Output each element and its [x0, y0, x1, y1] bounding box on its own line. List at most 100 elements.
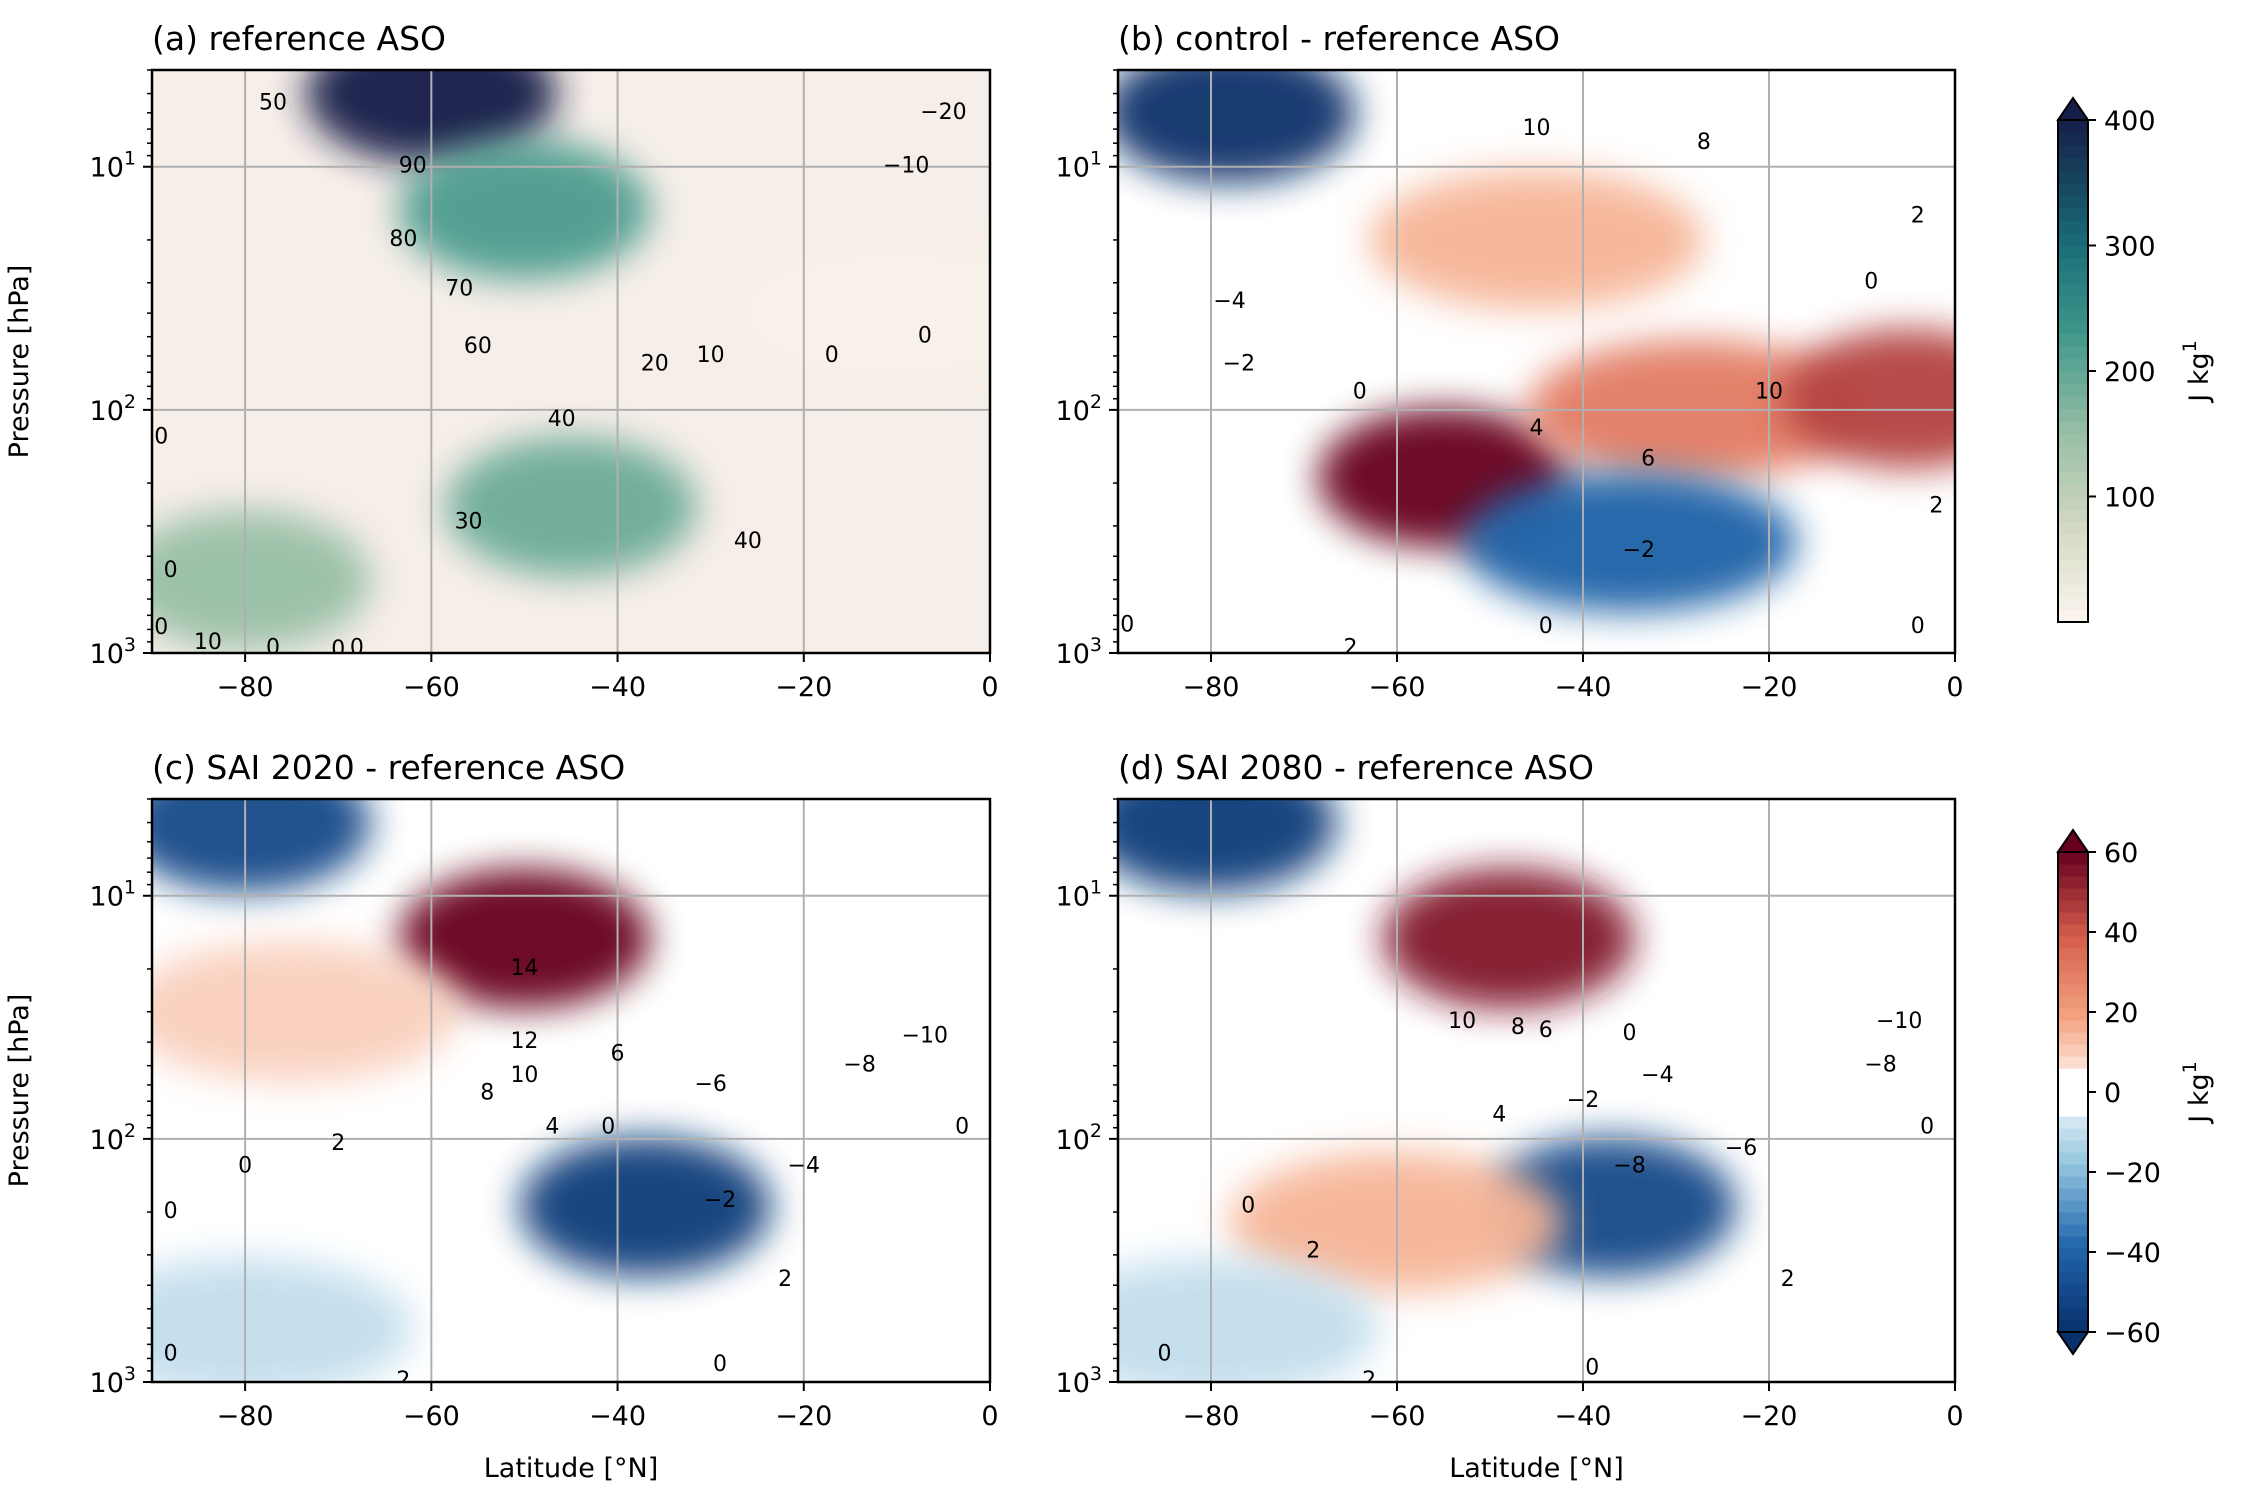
colorbar-segment — [2058, 1104, 2088, 1117]
contour-label: −8 — [843, 1053, 875, 1078]
colorbar-segment — [2058, 433, 2088, 447]
x-tick-label: 0 — [1946, 1401, 1963, 1432]
colorbar-segment — [2058, 912, 2088, 925]
shading-feature-5 — [1782, 328, 1955, 469]
x-axis-label: Latitude [°N] — [484, 1453, 658, 1484]
colorbar-segment — [2058, 496, 2088, 510]
colorbar-segment — [2058, 170, 2088, 184]
colorbar-segment — [2058, 1080, 2088, 1093]
contour-label: 0 — [1241, 1194, 1255, 1219]
colorbar-tick-label: 0 — [2104, 1078, 2121, 1109]
colorbar-segment — [2058, 984, 2088, 997]
axes-frame — [150, 68, 992, 655]
contour-label: 4 — [545, 1115, 559, 1140]
contour-label: 12 — [510, 1029, 538, 1054]
contour-label: 0 — [1539, 614, 1553, 639]
x-tick-label: −20 — [1741, 1401, 1798, 1432]
y-tick-label: 103 — [90, 634, 136, 670]
x-tick-label: 0 — [981, 672, 998, 703]
y-tick-label: 101 — [90, 148, 136, 184]
x-tick-label: −20 — [1741, 672, 1798, 703]
contour-label: 0 — [1920, 1115, 1934, 1140]
colorbar-segment — [2058, 960, 2088, 973]
colorbar-segment — [2058, 458, 2088, 472]
y-tick-label: 102 — [90, 391, 136, 427]
colorbar-segment — [2058, 571, 2088, 585]
contour-label: 10 — [1523, 116, 1551, 141]
contour-label: 6 — [1641, 447, 1655, 472]
contour-label: 8 — [480, 1080, 494, 1105]
shading-feature-5 — [729, 243, 990, 384]
contour-label: 0 — [1120, 612, 1134, 637]
contour-label: 6 — [1539, 1018, 1553, 1043]
colorbar-segment — [2058, 1056, 2088, 1069]
shading-feature-2 — [1383, 868, 1635, 1009]
contour-label: 0 — [238, 1154, 252, 1179]
shading-feature-1 — [1118, 70, 1356, 183]
contour-label: 0 — [1864, 270, 1878, 295]
colorbar-segment — [2058, 270, 2088, 284]
contour-label: −2 — [1623, 538, 1655, 563]
contour-label: 4 — [1492, 1102, 1506, 1127]
shading-feature-6 — [1369, 169, 1704, 310]
colorbar-segment — [2058, 371, 2088, 385]
colorbar-segment — [2058, 584, 2088, 598]
shading-feature-5 — [152, 1258, 413, 1382]
x-tick-label: −40 — [1555, 1401, 1612, 1432]
shading-feature-1 — [1118, 799, 1337, 893]
contour-label: 60 — [464, 334, 492, 359]
contour-label: 2 — [778, 1267, 792, 1292]
colorbar-segment — [2058, 1284, 2088, 1297]
contour-label: 90 — [399, 154, 427, 179]
colorbar-segment — [2058, 1128, 2088, 1141]
contour-label: 70 — [445, 277, 473, 302]
colorbar-segment — [2058, 446, 2088, 460]
x-tick-label: 0 — [1946, 672, 1963, 703]
contour-label: 8 — [1511, 1015, 1525, 1040]
contour-label: 0 — [154, 615, 168, 640]
contour-label: 0 — [350, 636, 364, 661]
colorbar-segment — [2058, 559, 2088, 573]
colorbar-segment — [2058, 864, 2088, 877]
colorbar-1: 100 200 300 400 J kg1 — [2056, 96, 2215, 623]
contour-label: 0 — [164, 558, 178, 583]
colorbar-tick-label: 20 — [2104, 998, 2138, 1029]
shading-feature-5 — [1118, 1258, 1379, 1382]
colorbar-segment — [2058, 1152, 2088, 1165]
colorbar-segment — [2058, 145, 2088, 159]
colorbar-segment — [2058, 195, 2088, 209]
shading-feature-4 — [152, 509, 371, 650]
x-tick-label: −80 — [1183, 1401, 1240, 1432]
colorbar-segment — [2058, 1092, 2088, 1105]
contour-label: 2 — [331, 1131, 345, 1156]
colorbar-segment — [2058, 333, 2088, 347]
contour-label: 10 — [697, 343, 725, 368]
y-tick-label: 101 — [1056, 148, 1102, 184]
colorbar-segment — [2058, 609, 2088, 623]
contour-label: −4 — [1641, 1063, 1673, 1088]
colorbar-segment — [2058, 1044, 2088, 1057]
colorbar-segment — [2058, 900, 2088, 913]
contour-labels: 10 8 2 0 −4 −2 0 4 10 6 −2 0 0 2 0 2 — [1120, 116, 1943, 653]
contour-label: −8 — [1613, 1154, 1645, 1179]
contour-label: 40 — [548, 407, 576, 432]
x-tick-label: −60 — [1369, 672, 1426, 703]
colorbar-segment — [2058, 308, 2088, 322]
colorbar-segment — [2058, 220, 2088, 234]
colorbar-extend-max — [2056, 96, 2090, 121]
colorbar-segment — [2058, 1068, 2088, 1081]
colorbar-segment — [2058, 283, 2088, 297]
colorbar-label: J kg1 — [2179, 340, 2215, 403]
colorbar-segment — [2058, 1236, 2088, 1249]
colorbar-segment — [2058, 157, 2088, 171]
colorbar-segment — [2058, 1260, 2088, 1273]
colorbar-segment — [2058, 924, 2088, 937]
colorbar-segment — [2058, 1188, 2088, 1201]
colorbar-segment — [2058, 509, 2088, 523]
shading-feature-1 — [152, 799, 371, 893]
contour-label: 20 — [641, 351, 669, 376]
field-shading — [152, 799, 772, 1382]
colorbar-segment — [2058, 1140, 2088, 1153]
